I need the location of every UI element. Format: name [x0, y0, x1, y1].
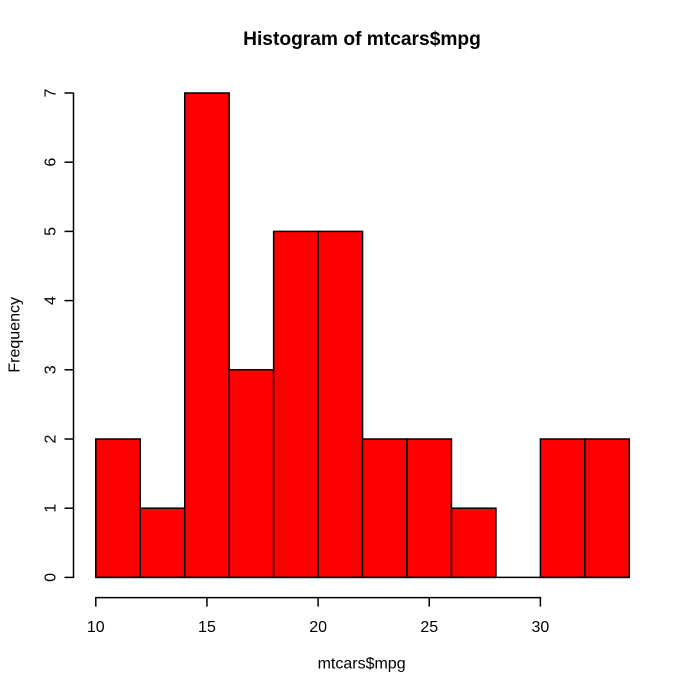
svg-text:6: 6	[43, 158, 60, 167]
svg-text:5: 5	[43, 227, 60, 236]
svg-text:2: 2	[43, 434, 60, 443]
svg-text:25: 25	[420, 619, 438, 636]
svg-text:20: 20	[309, 619, 327, 636]
svg-text:3: 3	[43, 365, 60, 374]
svg-text:15: 15	[198, 619, 216, 636]
svg-text:mtcars$mpg: mtcars$mpg	[318, 655, 406, 672]
svg-text:Frequency: Frequency	[7, 297, 24, 373]
svg-text:1: 1	[43, 504, 60, 513]
svg-text:4: 4	[43, 296, 60, 305]
svg-text:Histogram of mtcars$mpg: Histogram of mtcars$mpg	[243, 29, 481, 50]
svg-text:0: 0	[43, 573, 60, 582]
svg-text:30: 30	[532, 619, 550, 636]
svg-text:10: 10	[87, 619, 105, 636]
svg-text:7: 7	[43, 88, 60, 97]
